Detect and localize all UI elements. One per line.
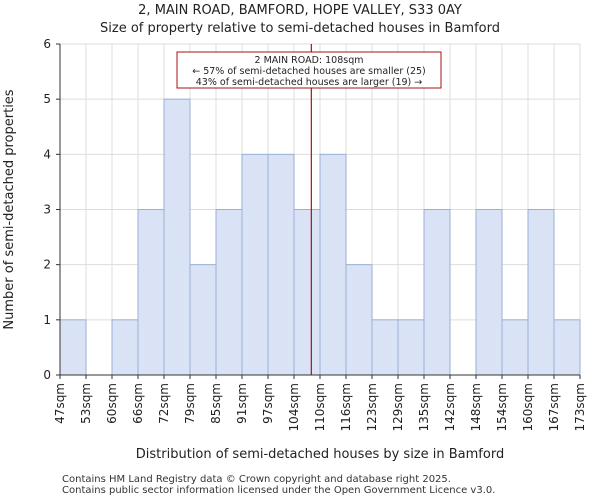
histogram-bar <box>215 209 243 376</box>
x-axis-label: Distribution of semi-detached houses by … <box>136 447 504 462</box>
x-tick-label: 85sqm <box>209 383 223 424</box>
y-tick-label: 4 <box>43 147 51 161</box>
x-tick-label: 97sqm <box>261 383 275 424</box>
histogram-bar <box>501 319 529 376</box>
histogram-bar <box>475 209 503 376</box>
x-tick-label: 66sqm <box>131 383 145 424</box>
annotation-line: ← 57% of semi-detached houses are smalle… <box>192 66 426 77</box>
x-tick-label: 129sqm <box>391 383 405 431</box>
x-tick-label: 148sqm <box>469 383 483 431</box>
footer-licence: Contains public sector information licen… <box>62 485 496 496</box>
histogram-bar <box>397 319 425 376</box>
x-tick-label: 104sqm <box>287 383 301 431</box>
annotation-frame <box>176 51 442 89</box>
chart-title: 2, MAIN ROAD, BAMFORD, HOPE VALLEY, S33 … <box>138 3 462 18</box>
y-tick-label: 0 <box>43 368 51 382</box>
histogram-bar <box>423 209 451 376</box>
y-axis-label: Number of semi-detached properties <box>2 89 17 329</box>
x-tick-label: 53sqm <box>79 383 93 424</box>
histogram-bar <box>59 319 87 376</box>
x-tick-label: 91sqm <box>235 383 249 424</box>
histogram-bar <box>111 319 139 376</box>
annotation-line: 43% of semi-detached houses are larger (… <box>196 77 423 88</box>
x-tick-label: 72sqm <box>157 383 171 424</box>
x-tick-label: 123sqm <box>365 383 379 431</box>
y-tick-label: 1 <box>43 313 51 327</box>
histogram-bar <box>137 209 165 376</box>
x-tick-label: 142sqm <box>443 383 457 431</box>
x-tick-label: 154sqm <box>495 383 509 431</box>
y-tick-label: 6 <box>43 37 51 51</box>
histogram-bar <box>241 153 269 376</box>
x-tick-label: 116sqm <box>339 383 353 431</box>
histogram-bar <box>319 153 347 376</box>
x-tick-label: 160sqm <box>521 383 535 431</box>
x-tick-label: 79sqm <box>183 383 197 424</box>
annotation-box: 2 MAIN ROAD: 108sqm← 57% of semi-detache… <box>176 51 442 89</box>
histogram-bar <box>163 98 191 376</box>
footer-copyright: Contains HM Land Registry data © Crown c… <box>62 474 451 485</box>
y-tick-label: 5 <box>43 92 51 106</box>
chart-subtitle: Size of property relative to semi-detach… <box>100 21 500 36</box>
x-tick-label: 173sqm <box>573 383 587 431</box>
histogram-bar <box>553 319 581 376</box>
x-tick-label: 167sqm <box>547 383 561 431</box>
histogram-bar <box>345 264 373 376</box>
y-tick-label: 2 <box>43 258 51 272</box>
histogram-bar <box>527 209 555 376</box>
histogram-bar <box>371 319 399 376</box>
x-tick-label: 110sqm <box>313 383 327 431</box>
histogram-bar <box>189 264 217 376</box>
annotation-line: 2 MAIN ROAD: 108sqm <box>255 55 364 66</box>
y-tick-label: 3 <box>43 203 51 217</box>
histogram-bar <box>267 153 295 376</box>
x-tick-label: 135sqm <box>417 383 431 431</box>
x-tick-label: 47sqm <box>53 383 67 424</box>
x-tick-label: 60sqm <box>105 383 119 424</box>
histogram-bar <box>293 209 321 376</box>
